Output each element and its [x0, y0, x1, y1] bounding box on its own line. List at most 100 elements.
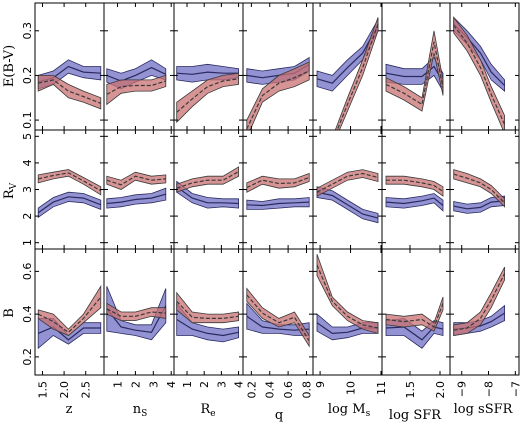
x-tick-label: 11 — [375, 381, 388, 395]
panel-r2-c4: 9 10 11 — [312, 248, 388, 395]
red-median-line — [38, 172, 102, 192]
col-label-z: z — [66, 402, 73, 417]
x-tick-label: 0.6 — [282, 381, 295, 399]
panel-plot — [316, 169, 379, 224]
panel-r2-c3: 0.2 0.4 0.6 0.8 — [242, 248, 314, 399]
panel-plot — [316, 254, 379, 341]
blue-median-line — [176, 318, 239, 337]
blue-median-line — [106, 66, 167, 82]
panel-plot — [385, 296, 444, 349]
panel-frame — [242, 129, 314, 250]
y-tick-label: 3 — [21, 186, 34, 193]
panel-r1-c6 — [449, 129, 520, 250]
panel-plot — [246, 56, 310, 130]
panel-plot — [453, 16, 506, 130]
x-tick-label: −7 — [509, 381, 520, 397]
red-median-line — [453, 273, 506, 331]
panel-plot — [106, 286, 167, 341]
red-band — [106, 74, 167, 106]
column-labels: z nS Re q log Ms log SFR log sSFR — [66, 402, 514, 423]
blue-median-line — [246, 201, 310, 207]
panel-r0-c4 — [312, 2, 383, 131]
x-tick-label: 3 — [215, 381, 228, 388]
red-median-line — [316, 264, 379, 329]
panel-r0-c3 — [242, 2, 314, 131]
panel-plot — [246, 172, 310, 210]
red-median-line — [176, 171, 239, 189]
red-median-line — [453, 24, 506, 125]
red-band — [316, 169, 379, 197]
x-tick-label: −9 — [456, 381, 469, 397]
y-tick-label: 0.4 — [21, 305, 34, 323]
red-band — [246, 61, 310, 130]
blue-median-line — [176, 186, 239, 205]
panel-r1-c2 — [173, 129, 244, 250]
row-label-b: B — [2, 308, 17, 318]
panel-plot — [176, 63, 239, 124]
blue-band — [106, 187, 167, 209]
red-median-line — [385, 41, 444, 106]
y-tick-label: 0.2 — [21, 67, 34, 85]
red-band — [385, 175, 444, 197]
col-label-logsfr: log SFR — [389, 408, 442, 423]
blue-median-line — [385, 326, 444, 341]
red-median-line — [246, 294, 310, 342]
x-tick-label: 3 — [147, 381, 160, 388]
red-band — [453, 16, 505, 130]
panel-r2-c5: 1.5 2.0 — [381, 248, 451, 399]
panel-r0-c1 — [103, 2, 175, 131]
y-tick-label: 2 — [21, 213, 34, 220]
red-band — [176, 291, 239, 324]
red-band — [106, 171, 167, 190]
col-label-ns: nS — [133, 402, 148, 419]
y-tick-label: 0.3 — [21, 22, 34, 39]
blue-median-line — [176, 71, 239, 75]
panel-plot — [453, 266, 506, 336]
blue-median-line — [106, 305, 167, 333]
red-band — [453, 266, 505, 336]
x-tick-label: 4 — [233, 381, 246, 388]
panel-r1-c3 — [242, 129, 314, 250]
panel-plot — [316, 17, 379, 130]
blue-median-line — [316, 191, 379, 219]
row-label-ebv: E(B-V) — [2, 45, 17, 87]
panel-r2-c0: 1.5 2.0 2.5 0.2 0.4 0.6 — [21, 248, 105, 399]
blue-median-line — [37, 196, 102, 214]
x-tick-label: 1 — [181, 381, 194, 388]
x-tick-label: 9 — [314, 381, 327, 388]
panel-r1-c0: 1 2 3 4 5 — [21, 129, 105, 250]
red-median-line — [176, 300, 239, 319]
y-tick-label: 4 — [21, 159, 34, 166]
red-band — [106, 302, 167, 321]
blue-median-line — [453, 200, 505, 210]
blue-band — [176, 302, 239, 343]
red-median-line — [106, 308, 166, 317]
panel-frame — [449, 248, 520, 376]
panel-plot — [176, 291, 239, 343]
red-band — [176, 72, 239, 124]
y-tick-label: 5 — [21, 133, 34, 140]
x-tick-label: 2.5 — [80, 381, 93, 399]
red-median-line — [453, 173, 506, 204]
x-tick-label: 1.5 — [36, 381, 49, 399]
y-tick-label: 1 — [21, 239, 34, 246]
blue-median-line — [106, 193, 166, 205]
col-label-logms: log Ms — [328, 402, 371, 419]
panel-r0-c0: 0.1 0.2 0.3 — [21, 2, 105, 131]
x-tick-label: 2.0 — [58, 381, 71, 399]
panel-plot — [37, 169, 102, 219]
col-label-re: Re — [200, 402, 215, 419]
red-band — [176, 166, 239, 193]
x-tick-label: 0.4 — [264, 381, 277, 399]
x-tick-label: 0.2 — [245, 381, 258, 399]
panel-r1-c1 — [103, 129, 175, 250]
x-tick-label: 1 — [112, 381, 125, 388]
x-tick-label: 2 — [198, 381, 211, 388]
panel-plot — [106, 171, 167, 209]
panel-r2-c6: −9 −8 −7 — [449, 248, 520, 397]
x-tick-label: 0.8 — [300, 381, 313, 399]
